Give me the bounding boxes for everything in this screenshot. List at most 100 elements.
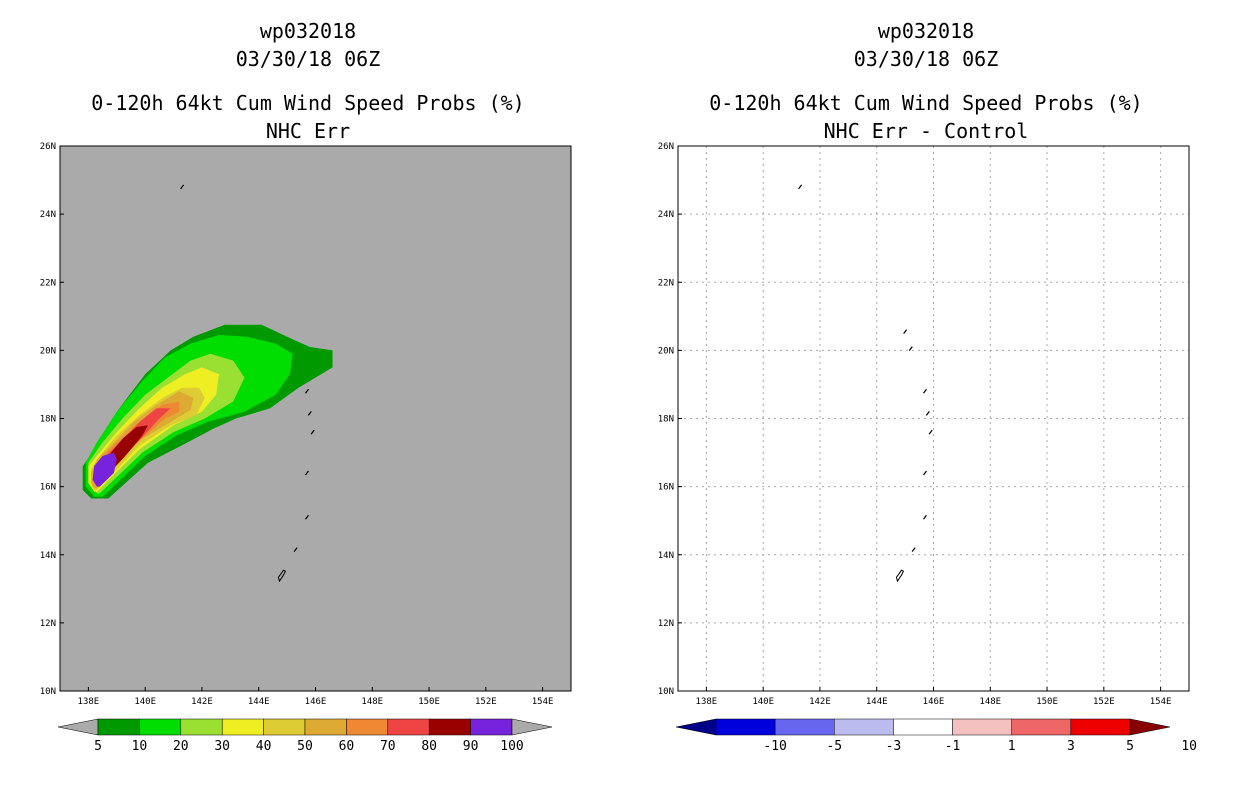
colorbar-swatch — [428, 718, 471, 736]
colorbar-label: 50 — [297, 739, 313, 754]
island-outline — [923, 514, 927, 520]
colorbar-label: 70 — [380, 739, 396, 754]
colorbar-label: 1 — [1008, 739, 1016, 754]
y-tick-label: 14N — [658, 551, 674, 561]
island-outline — [305, 470, 309, 476]
island-outline — [928, 429, 933, 435]
x-tick-label: 152E — [1093, 697, 1115, 707]
y-tick-label: 26N — [658, 142, 674, 152]
right-datetime: 03/30/18 06Z — [854, 47, 999, 71]
island-outline — [305, 388, 309, 394]
colorbar-label: -5 — [826, 739, 842, 754]
island-outline — [923, 388, 927, 394]
colorbar-swatch — [893, 718, 953, 736]
left-storm-id: wp032018 — [260, 19, 356, 43]
colorbar-label: -10 — [763, 739, 786, 754]
colorbar-swatch — [180, 718, 223, 736]
y-tick-label: 20N — [658, 346, 674, 356]
y-tick-label: 18N — [40, 415, 56, 425]
y-tick-label: 18N — [658, 415, 674, 425]
colorbar-label: 10 — [1181, 739, 1197, 754]
island-outline — [305, 514, 309, 520]
colorbar-swatch — [715, 718, 776, 736]
right-title: 0-120h 64kt Cum Wind Speed Probs (%) — [709, 91, 1142, 115]
y-tick-label: 10N — [658, 687, 674, 697]
island-outline — [307, 411, 312, 416]
x-tick-label: 148E — [979, 697, 1001, 707]
island-outline — [180, 184, 185, 190]
island-outline — [310, 429, 315, 435]
colorbar-swatch — [263, 718, 306, 736]
x-tick-label: 152E — [475, 697, 497, 707]
colorbar-label: 30 — [214, 739, 230, 754]
colorbar-label: -3 — [886, 739, 902, 754]
x-tick-label: 138E — [696, 697, 718, 707]
right-colorbar: -10 -5 -3 -1 1 3 5 10 — [675, 718, 1197, 754]
colorbar-label: -1 — [945, 739, 961, 754]
colorbar-right-arrow — [1129, 718, 1171, 736]
island-outline — [277, 569, 287, 583]
colorbar-label: 40 — [256, 739, 272, 754]
colorbar-label: 60 — [339, 739, 355, 754]
island-outline — [925, 411, 930, 416]
left-title: 0-120h 64kt Cum Wind Speed Probs (%) — [91, 91, 524, 115]
right-subtitle: NHC Err - Control — [824, 119, 1029, 143]
y-tick-label: 26N — [40, 142, 56, 152]
y-tick-label: 16N — [40, 483, 56, 493]
y-tick-label: 10N — [40, 687, 56, 697]
colorbar-label: 100 — [500, 739, 523, 754]
x-tick-label: 144E — [248, 697, 270, 707]
colorbar-left-arrow — [57, 718, 99, 736]
colorbar-swatch — [952, 718, 1012, 736]
colorbar-swatch — [221, 718, 264, 736]
y-tick-label: 24N — [658, 210, 674, 220]
x-tick-label: 150E — [1036, 697, 1058, 707]
x-tick-label: 146E — [305, 697, 327, 707]
right-storm-id: wp032018 — [878, 19, 974, 43]
colorbar-label: 5 — [94, 739, 102, 754]
island-outline — [895, 569, 905, 583]
island-outline — [798, 184, 803, 190]
colorbar-swatch — [470, 718, 513, 736]
left-map-plot: 138E 140E 142E 144E 146E 148E 150E 152E 154E 10N 1… — [40, 142, 572, 707]
x-tick-label: 154E — [1150, 697, 1172, 707]
colorbar-right-arrow — [511, 718, 553, 736]
x-tick-label: 142E — [191, 697, 213, 707]
colorbar-swatch — [774, 718, 835, 736]
colorbar-swatch — [387, 718, 430, 736]
colorbar-swatch — [1011, 718, 1072, 736]
colorbar-label: 80 — [421, 739, 437, 754]
x-tick-label: 146E — [923, 697, 945, 707]
colorbar-swatch — [346, 718, 389, 736]
island-outline — [923, 470, 927, 476]
colorbar-left-arrow — [675, 718, 717, 736]
colorbar-swatch — [139, 718, 182, 736]
colorbar-swatch — [97, 718, 140, 736]
left-colorbar: 5 10 20 30 40 50 60 70 80 90 100 — [57, 718, 553, 754]
contour-90 — [92, 452, 117, 487]
colorbar-label: 5 — [1126, 739, 1134, 754]
colorbar-swatch — [1070, 718, 1131, 736]
y-tick-label: 24N — [40, 210, 56, 220]
y-tick-label: 22N — [658, 278, 674, 288]
colorbar-label: 90 — [463, 739, 479, 754]
y-tick-label: 22N — [40, 278, 56, 288]
island-outline — [903, 329, 908, 335]
colorbar-label: 20 — [173, 739, 189, 754]
x-tick-label: 154E — [532, 697, 554, 707]
x-tick-label: 148E — [361, 697, 383, 707]
left-subtitle: NHC Err — [266, 119, 350, 143]
x-tick-label: 144E — [866, 697, 888, 707]
colorbar-swatch — [834, 718, 894, 736]
x-tick-label: 140E — [134, 697, 156, 707]
y-tick-label: 12N — [658, 619, 674, 629]
left-datetime: 03/30/18 06Z — [236, 47, 381, 71]
y-tick-label: 14N — [40, 551, 56, 561]
x-tick-label: 140E — [752, 697, 774, 707]
colorbar-label: 10 — [132, 739, 148, 754]
x-tick-label: 150E — [418, 697, 440, 707]
island-outline — [911, 547, 916, 553]
y-tick-label: 12N — [40, 619, 56, 629]
y-tick-label: 16N — [658, 483, 674, 493]
